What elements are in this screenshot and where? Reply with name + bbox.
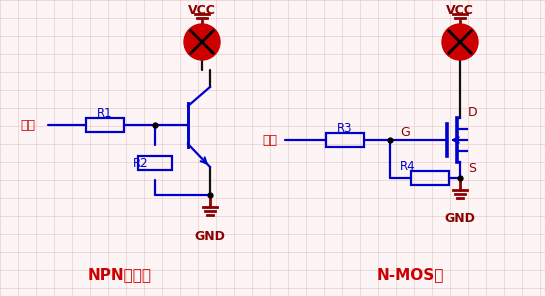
Text: NPN三極管: NPN三極管 bbox=[88, 268, 152, 282]
Text: D: D bbox=[468, 105, 477, 118]
Text: 輸入: 輸入 bbox=[262, 133, 277, 147]
Text: R3: R3 bbox=[337, 121, 353, 134]
Text: VCC: VCC bbox=[188, 4, 216, 17]
Bar bbox=[86, 118, 124, 132]
Text: R1: R1 bbox=[97, 107, 113, 120]
Circle shape bbox=[442, 24, 478, 60]
Text: R4: R4 bbox=[400, 160, 416, 173]
Text: VCC: VCC bbox=[446, 4, 474, 17]
Bar bbox=[411, 171, 449, 185]
Text: 輸入: 輸入 bbox=[20, 118, 35, 131]
Bar bbox=[326, 133, 364, 147]
Bar bbox=[138, 156, 172, 170]
Text: G: G bbox=[400, 126, 410, 139]
Text: S: S bbox=[468, 162, 476, 175]
Text: GND: GND bbox=[195, 229, 226, 242]
Text: N-MOS管: N-MOS管 bbox=[376, 268, 444, 282]
Text: GND: GND bbox=[445, 212, 475, 224]
Text: R2: R2 bbox=[133, 157, 149, 170]
Circle shape bbox=[184, 24, 220, 60]
